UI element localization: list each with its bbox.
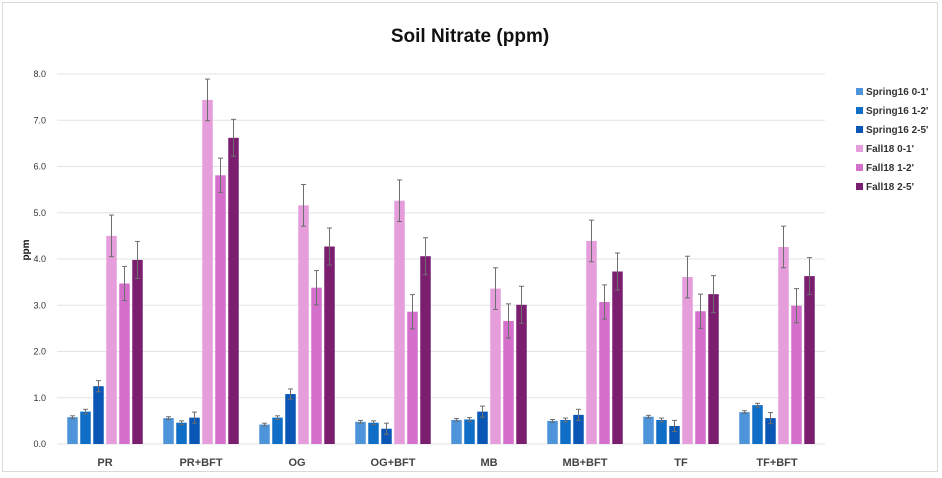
bar <box>420 256 431 444</box>
bar <box>573 414 584 444</box>
bar <box>355 421 366 444</box>
legend-item: Fall18 1-2' <box>856 163 914 174</box>
bar <box>643 416 654 444</box>
bar <box>791 305 802 444</box>
bar <box>285 394 296 444</box>
y-tick-label: 4.0 <box>33 254 46 264</box>
bar <box>708 294 719 444</box>
bar <box>311 287 322 444</box>
bar <box>612 271 623 444</box>
bar <box>778 246 789 444</box>
legend-swatch <box>856 126 863 133</box>
x-tick-label: PR <box>97 457 112 469</box>
y-tick-label: 3.0 <box>33 300 46 310</box>
bar <box>106 235 117 444</box>
legend-swatch <box>856 164 863 171</box>
x-tick-label: OG+BFT <box>371 457 416 469</box>
legend-item: Fall18 0-1' <box>856 144 914 155</box>
y-tick-label: 6.0 <box>33 162 46 172</box>
bar <box>503 320 514 444</box>
chart-title: Soil Nitrate (ppm) <box>391 26 549 47</box>
bar <box>381 428 392 444</box>
bar <box>656 419 667 444</box>
bar <box>119 283 130 444</box>
legend-item: Spring16 1-2' <box>856 106 928 117</box>
x-tick-label: PR+BFT <box>179 457 222 469</box>
y-tick-label: 8.0 <box>33 69 46 79</box>
bar <box>67 417 78 444</box>
bar <box>464 419 475 444</box>
bar <box>163 418 174 444</box>
y-tick-label: 1.0 <box>33 393 46 403</box>
x-tick-label: MB+BFT <box>563 457 608 469</box>
bar <box>202 99 213 445</box>
legend-label: Fall18 1-2' <box>866 163 914 174</box>
bar <box>547 420 558 444</box>
y-tick-label: 5.0 <box>33 208 46 218</box>
legend-item: Fall18 2-5' <box>856 182 914 193</box>
bar <box>477 411 488 444</box>
bar <box>586 240 597 444</box>
error-bars <box>70 78 812 435</box>
bar <box>516 304 527 444</box>
legend-label: Spring16 0-1' <box>866 87 928 98</box>
x-tick-label: TF+BFT <box>756 457 798 469</box>
bar <box>228 137 239 444</box>
bar <box>324 246 335 444</box>
bar <box>189 417 200 444</box>
legend-item: Spring16 2-5' <box>856 125 928 136</box>
legend-label: Fall18 0-1' <box>866 144 914 155</box>
legend-swatch <box>856 88 863 95</box>
bar <box>80 411 91 444</box>
bar <box>394 200 405 444</box>
x-tick-label: TF <box>674 457 688 469</box>
bar <box>752 405 763 444</box>
x-tick-label: MB <box>480 457 497 469</box>
bar <box>560 419 571 444</box>
bar <box>669 425 680 444</box>
bar <box>599 302 610 444</box>
bar <box>765 418 776 444</box>
legend-label: Fall18 2-5' <box>866 182 914 193</box>
y-axis-label: ppm <box>21 239 32 260</box>
bar <box>804 276 815 444</box>
bar <box>490 288 501 444</box>
bar <box>368 422 379 444</box>
legend: Spring16 0-1' Spring16 1-2' Spring16 2-5' F… <box>856 87 928 193</box>
bar <box>215 175 226 444</box>
x-axis-ticks: PR PR+BFT OG OG+BFT MB MB+BFT TF TF+BFT <box>97 457 798 469</box>
x-tick-label: OG <box>288 457 305 469</box>
legend-item: Spring16 0-1' <box>856 87 928 98</box>
legend-label: Spring16 2-5' <box>866 125 928 136</box>
bar <box>176 422 187 444</box>
legend-swatch <box>856 183 863 190</box>
bar <box>132 259 143 444</box>
bar <box>298 205 309 444</box>
y-tick-label: 7.0 <box>33 115 46 125</box>
legend-swatch <box>856 145 863 152</box>
bar <box>259 424 270 444</box>
y-tick-label: 2.0 <box>33 347 46 357</box>
bar <box>451 419 462 444</box>
bar <box>739 412 750 444</box>
bar <box>407 311 418 444</box>
legend-swatch <box>856 107 863 114</box>
bar <box>695 311 706 444</box>
y-axis-ticks: 0.0 1.0 2.0 3.0 4.0 5.0 6.0 7.0 8.0 <box>33 69 46 449</box>
bars <box>67 99 815 445</box>
bar <box>93 386 104 444</box>
y-tick-label: 0.0 <box>33 439 46 449</box>
bar <box>682 277 693 444</box>
bar <box>272 417 283 444</box>
legend-label: Spring16 1-2' <box>866 106 928 117</box>
